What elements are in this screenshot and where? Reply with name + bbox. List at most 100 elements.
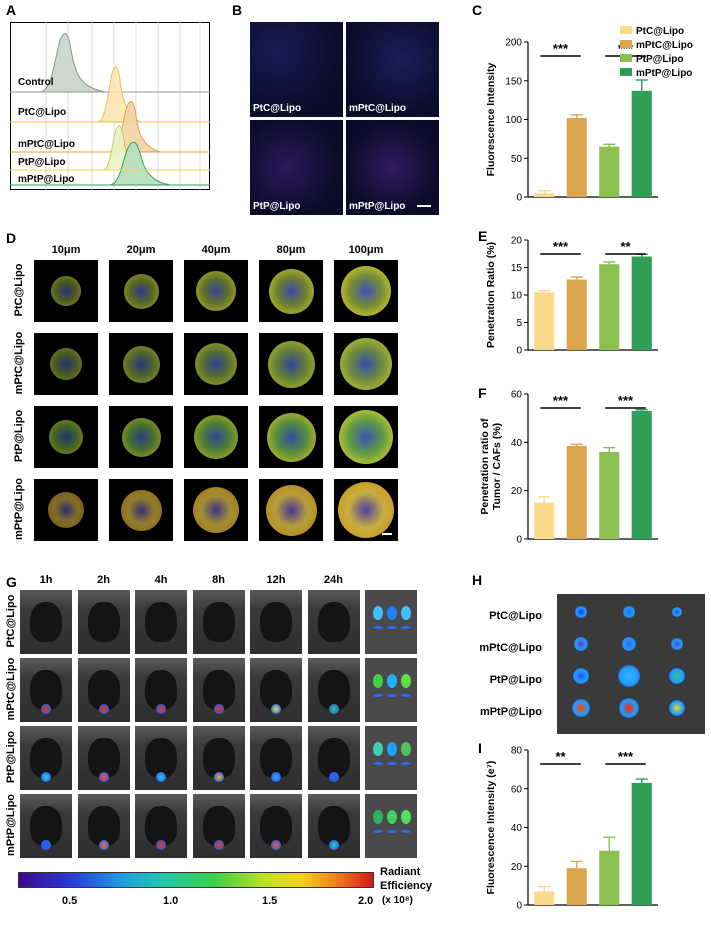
mouse-body <box>145 805 177 846</box>
legend-label: PtP@Lipo <box>636 54 684 65</box>
tumor-fluorescence <box>669 700 685 716</box>
tumor-signal <box>213 840 224 850</box>
spheroid-signal <box>340 338 392 390</box>
histogram-gridlines <box>45 22 201 190</box>
organ-signal <box>387 694 397 697</box>
mouse-image <box>307 726 360 790</box>
y-axis-label: Penetration ratio of <box>479 418 491 515</box>
spheroid-signal <box>123 273 159 309</box>
y-tick-label: 0 <box>516 535 522 546</box>
organ-image <box>365 590 417 654</box>
mouse-image <box>192 590 245 654</box>
timepoint-label: 1h <box>39 574 53 586</box>
bar-mPtC@Lipo <box>566 868 587 905</box>
spheroid-image <box>334 406 398 468</box>
organ-image <box>365 726 417 790</box>
mouse-body <box>260 601 292 642</box>
spheroid-signal <box>268 268 314 314</box>
mouse-image <box>250 590 302 654</box>
panel-label-g: G <box>6 574 17 590</box>
y-tick-label: 40 <box>511 438 523 449</box>
mouse-image <box>192 726 245 790</box>
spheroid-image <box>334 479 398 541</box>
tumor-signal <box>41 704 51 714</box>
confocal-image-mptc: mPtC@Lipo <box>346 22 439 117</box>
depth-label: 100μm <box>348 244 384 256</box>
spheroid-image <box>34 333 98 395</box>
tumor-signal <box>328 704 339 714</box>
mouse-body <box>260 805 292 846</box>
organ-signal <box>373 674 383 688</box>
timepoint-label: 12h <box>266 574 286 586</box>
tumor-signal <box>156 772 166 782</box>
panel-label-e: E <box>478 228 488 244</box>
hist-label-control: Control <box>18 77 54 88</box>
organ-signal <box>387 742 397 756</box>
significance-stars: *** <box>553 41 569 56</box>
tumor-signal <box>271 840 281 850</box>
spheroid-image <box>259 260 323 322</box>
spheroid-signal <box>338 482 394 538</box>
tumor-signal <box>98 704 109 714</box>
y-tick-label: 200 <box>505 38 522 49</box>
spheroid-signal <box>194 415 238 459</box>
depth-label: 80μm <box>276 244 306 256</box>
y-tick-label: 10 <box>511 291 523 302</box>
y-tick-label: 50 <box>511 154 523 165</box>
y-tick-label: 20 <box>511 236 523 247</box>
panel-label-h: H <box>472 572 483 588</box>
bar-mPtC@Lipo <box>566 279 587 350</box>
organ-signal <box>373 830 383 833</box>
mouse-body <box>87 805 120 846</box>
colorbar-tick-0.5: 0.5 <box>62 895 78 907</box>
spheroid-image <box>184 479 248 541</box>
mouse-image <box>135 794 187 858</box>
y-axis-label-line2: Tumor / CAFs (%) <box>491 423 503 510</box>
mouse-image <box>77 726 130 790</box>
spheroid-signal <box>339 410 393 464</box>
tumor-fluorescence <box>623 606 635 618</box>
mouse-image <box>250 658 302 722</box>
bar-PtC@Lipo <box>534 891 555 905</box>
mouse-image <box>250 726 302 790</box>
significance-stars: *** <box>618 749 634 764</box>
h-row-label-mptc: mPtC@Lipo <box>479 642 542 654</box>
panel-label-b: B <box>232 2 243 18</box>
spheroid-signal <box>266 412 316 462</box>
organ-image <box>365 794 417 858</box>
bar-PtC@Lipo <box>534 292 555 350</box>
tumor-fluorescence <box>573 668 589 684</box>
tumor-fluorescence <box>671 638 683 650</box>
depth-label: 10μm <box>51 244 81 256</box>
tumor-fluorescence <box>619 698 639 718</box>
organ-signal <box>401 626 411 629</box>
hist-label-ptp: PtP@Lipo <box>18 157 66 168</box>
tumor-fluorescence <box>672 607 682 617</box>
bar-PtP@Lipo <box>599 850 620 905</box>
organ-signal <box>387 762 397 765</box>
spheroid-image <box>34 260 98 322</box>
organ-signal <box>401 606 411 620</box>
mouse-body <box>260 669 292 710</box>
flow-histogram-panel: Control PtC@Lipo mPtC@Lipo PtP@Lipo mPtP… <box>10 22 210 190</box>
spheroid-row-label: mPtP@Lipo <box>13 477 25 541</box>
organ-signal <box>401 810 411 824</box>
imaging-row-label: PtP@Lipo <box>5 730 17 784</box>
organ-signal <box>387 626 397 629</box>
spheroid-image <box>109 479 173 541</box>
colorbar-tick-2.0: 2.0 <box>358 895 374 907</box>
spheroid-signal <box>48 492 84 528</box>
spheroid-signal <box>120 489 162 531</box>
significance-stars: *** <box>553 239 569 254</box>
mouse-body <box>317 601 350 642</box>
spheroid-image <box>334 333 398 395</box>
mouse-body <box>317 737 350 778</box>
spheroid-row-label: mPtC@Lipo <box>13 331 25 395</box>
y-axis-label: Penetration Ratio (%) <box>485 242 497 348</box>
mouse-image <box>192 658 245 722</box>
spheroid-signal <box>196 271 236 311</box>
mouse-image <box>20 658 72 722</box>
mouse-image <box>20 726 72 790</box>
tumor-signal <box>328 772 339 782</box>
